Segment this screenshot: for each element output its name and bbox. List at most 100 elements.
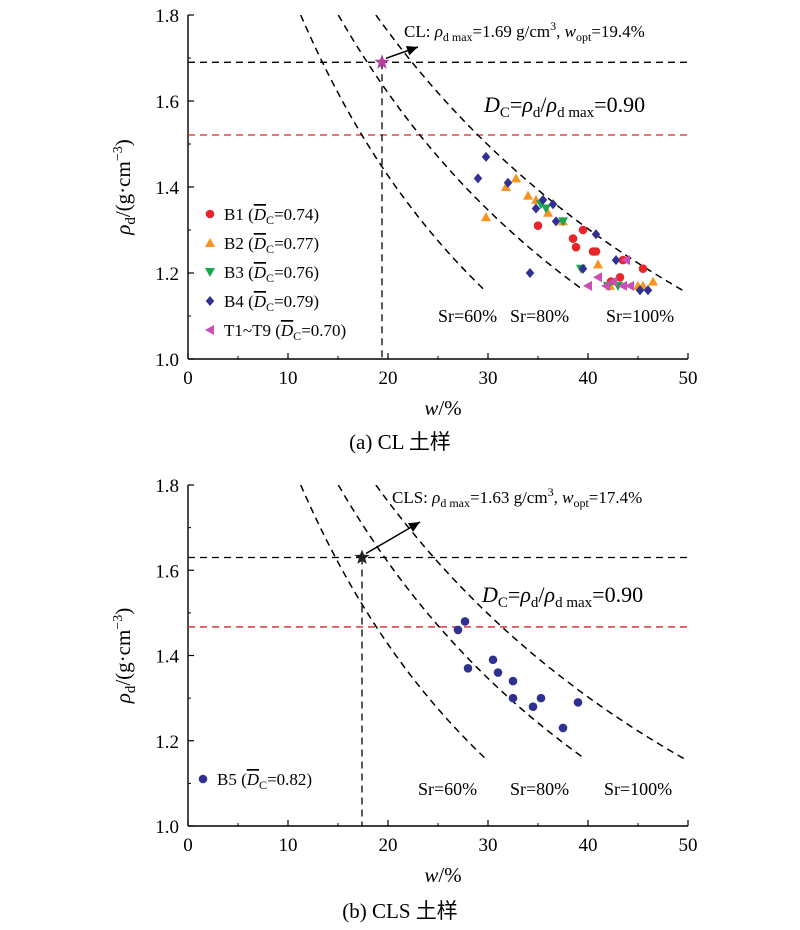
data-point: [611, 255, 621, 266]
chart-panel-a: 0 10 20 30 40 501.01.21.41.61.8w/%ρd/(g·cm−3)…: [111, 6, 698, 454]
data-point: [593, 272, 602, 283]
annotation-separator: ,: [556, 22, 565, 41]
plot-area: [188, 15, 688, 359]
data-point: [615, 273, 625, 282]
x-tick-label: 20: [379, 368, 398, 389]
dc-label-value: =0.90: [592, 582, 643, 607]
y-axis-label: ρd/(g·cm−3): [111, 608, 139, 704]
y-tick-label: 1.8: [155, 476, 179, 497]
saturation-curve-label: Sr=100%: [606, 306, 674, 326]
data-point: [578, 263, 588, 274]
dc-label-equals: =: [508, 582, 520, 607]
legend-series-name: T1~T9: [224, 321, 271, 340]
data-point: [533, 221, 543, 230]
legend-dc-symbol: D: [280, 321, 294, 340]
legend-close: ): [313, 234, 319, 253]
y-axis-label-unit: /(g·cm: [111, 161, 135, 217]
dc-label-slash: /: [538, 582, 545, 607]
annotation-w-subscript: opt: [573, 496, 589, 510]
annotation-w: w: [565, 22, 577, 41]
annotation-separator: ,: [554, 488, 563, 507]
x-axis-label: w/%: [424, 396, 461, 420]
y-tick-label: 1.4: [155, 178, 179, 199]
x-axis-label-unit: /%: [438, 396, 461, 420]
dc-label-d: D: [483, 92, 500, 117]
data-point: [453, 625, 463, 635]
legend-open: (: [244, 292, 254, 311]
optimum-star-marker: [374, 54, 390, 69]
legend-marker: [205, 268, 215, 277]
legend-open: (: [244, 263, 254, 282]
data-point: [503, 177, 513, 188]
y-axis-label-exponent: −3: [111, 615, 126, 630]
saturation-curve-label: Sr=80%: [510, 306, 569, 326]
data-point: [635, 285, 645, 296]
saturation-curve-label: Sr=60%: [438, 306, 497, 326]
annotation-rho-subscript: d max: [443, 30, 473, 44]
legend-dc-subscript: C: [266, 300, 274, 314]
x-axis-label-symbol: w: [424, 863, 438, 887]
data-point: [558, 217, 568, 227]
data-point: [593, 259, 603, 269]
legend-dc-symbol: D: [253, 234, 267, 253]
annotation-prefix: CL:: [404, 22, 435, 41]
x-tick-label: 0: [183, 368, 193, 389]
y-axis-label: ρd/(g·cm−3): [111, 139, 139, 235]
y-tick-label: 1.6: [155, 561, 179, 582]
legend-close: ): [306, 770, 312, 789]
legend-dc-subscript: C: [293, 329, 301, 343]
legend-dc-value: =0.79: [274, 292, 313, 311]
dc-label-rho-max-subscript: d max: [555, 595, 593, 611]
dc-label-d-subscript: C: [500, 105, 510, 121]
chart-panel-b: 0 10 20 30 40 501.01.21.41.61.8w/%ρd/(g·cm−3)…: [111, 476, 698, 923]
saturation-curve: [375, 15, 687, 293]
legend-entry: T1~T9 (DC=0.70): [224, 321, 346, 343]
legend-entry: B3 (DC=0.76): [224, 263, 319, 285]
saturation-curve: [375, 485, 687, 761]
annotation-rho-value: =1.63 g/cm: [470, 488, 548, 507]
legend-marker: [198, 774, 208, 784]
dc-label-rho-max: ρ: [546, 92, 558, 117]
y-axis-label-subscript: d: [123, 217, 139, 225]
saturation-curve: [300, 485, 487, 760]
data-point: [548, 199, 558, 210]
legend-marker: [205, 296, 215, 306]
annotation-w-subscript: opt: [576, 30, 592, 44]
annotation-rho: ρ: [431, 488, 440, 507]
legend-dc-value: =0.76: [274, 263, 313, 282]
legend-close: ): [313, 205, 319, 224]
legend-entry: B5 (DC=0.82): [217, 770, 312, 792]
legend-open: (: [244, 234, 254, 253]
data-point: [648, 276, 658, 286]
legend-dc-symbol: D: [246, 770, 260, 789]
annotation-rho-exponent: 3: [550, 19, 556, 33]
annotation-rho-value: =1.69 g/cm: [473, 22, 551, 41]
dc-label-value: =0.90: [594, 92, 645, 117]
dc-label-slash: /: [540, 92, 547, 117]
legend-dc-value: =0.74: [274, 205, 314, 224]
legend-marker: [205, 209, 215, 219]
x-tick-label: 10: [279, 368, 298, 389]
data-point: [625, 280, 634, 291]
x-axis-label: w/%: [424, 863, 461, 887]
legend-dc-symbol: D: [253, 263, 267, 282]
legend-entry: B2 (DC=0.77): [224, 234, 319, 256]
annotation-rho-subscript: d max: [440, 496, 470, 510]
optimum-annotation: CLS: ρd max=1.63 g/cm3, wopt=17.4%: [392, 485, 642, 510]
data-point: [508, 676, 518, 686]
legend-series-name: B4: [224, 292, 244, 311]
data-point: [531, 203, 541, 214]
legend-close: ): [313, 292, 319, 311]
data-point: [508, 693, 518, 703]
y-tick-label: 1.8: [155, 6, 179, 27]
data-point: [591, 247, 601, 256]
y-axis-label-close: ): [111, 139, 135, 146]
dc-label-rho-max-subscript: d max: [557, 105, 595, 121]
y-axis-label-symbol: ρ: [111, 225, 135, 236]
y-tick-label: 1.0: [155, 350, 179, 371]
legend-close: ): [313, 263, 319, 282]
data-point: [568, 234, 578, 243]
legend-dc-symbol: D: [253, 292, 267, 311]
legend-series-name: B5: [217, 770, 237, 789]
x-axis-label-unit: /%: [438, 863, 461, 887]
